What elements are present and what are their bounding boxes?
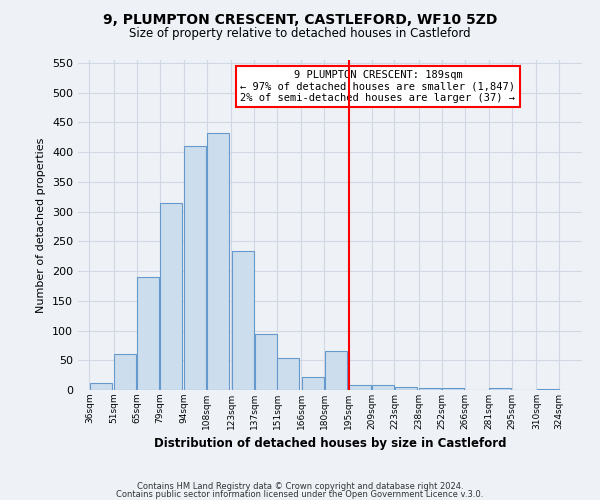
- X-axis label: Distribution of detached houses by size in Castleford: Distribution of detached houses by size …: [154, 438, 506, 450]
- Text: Contains public sector information licensed under the Open Government Licence v.: Contains public sector information licen…: [116, 490, 484, 499]
- Bar: [490, 388, 511, 390]
- Bar: [442, 388, 464, 390]
- Bar: [137, 277, 159, 390]
- Text: 9 PLUMPTON CRESCENT: 189sqm
← 97% of detached houses are smaller (1,847)
2% of s: 9 PLUMPTON CRESCENT: 189sqm ← 97% of det…: [241, 70, 515, 103]
- Bar: [349, 385, 371, 390]
- Bar: [160, 202, 182, 390]
- Text: Contains HM Land Registry data © Crown copyright and database right 2024.: Contains HM Land Registry data © Crown c…: [137, 482, 463, 491]
- Bar: [302, 377, 324, 390]
- Bar: [254, 334, 277, 390]
- Bar: [395, 387, 417, 390]
- Text: Size of property relative to detached houses in Castleford: Size of property relative to detached ho…: [129, 28, 471, 40]
- Bar: [114, 354, 136, 390]
- Bar: [537, 389, 559, 390]
- Bar: [419, 388, 442, 390]
- Text: 9, PLUMPTON CRESCENT, CASTLEFORD, WF10 5ZD: 9, PLUMPTON CRESCENT, CASTLEFORD, WF10 5…: [103, 12, 497, 26]
- Bar: [207, 133, 229, 390]
- Bar: [232, 251, 254, 390]
- Bar: [325, 352, 347, 390]
- Bar: [372, 385, 394, 390]
- Bar: [277, 358, 299, 390]
- Bar: [90, 383, 112, 390]
- Bar: [184, 146, 206, 390]
- Y-axis label: Number of detached properties: Number of detached properties: [37, 138, 46, 312]
